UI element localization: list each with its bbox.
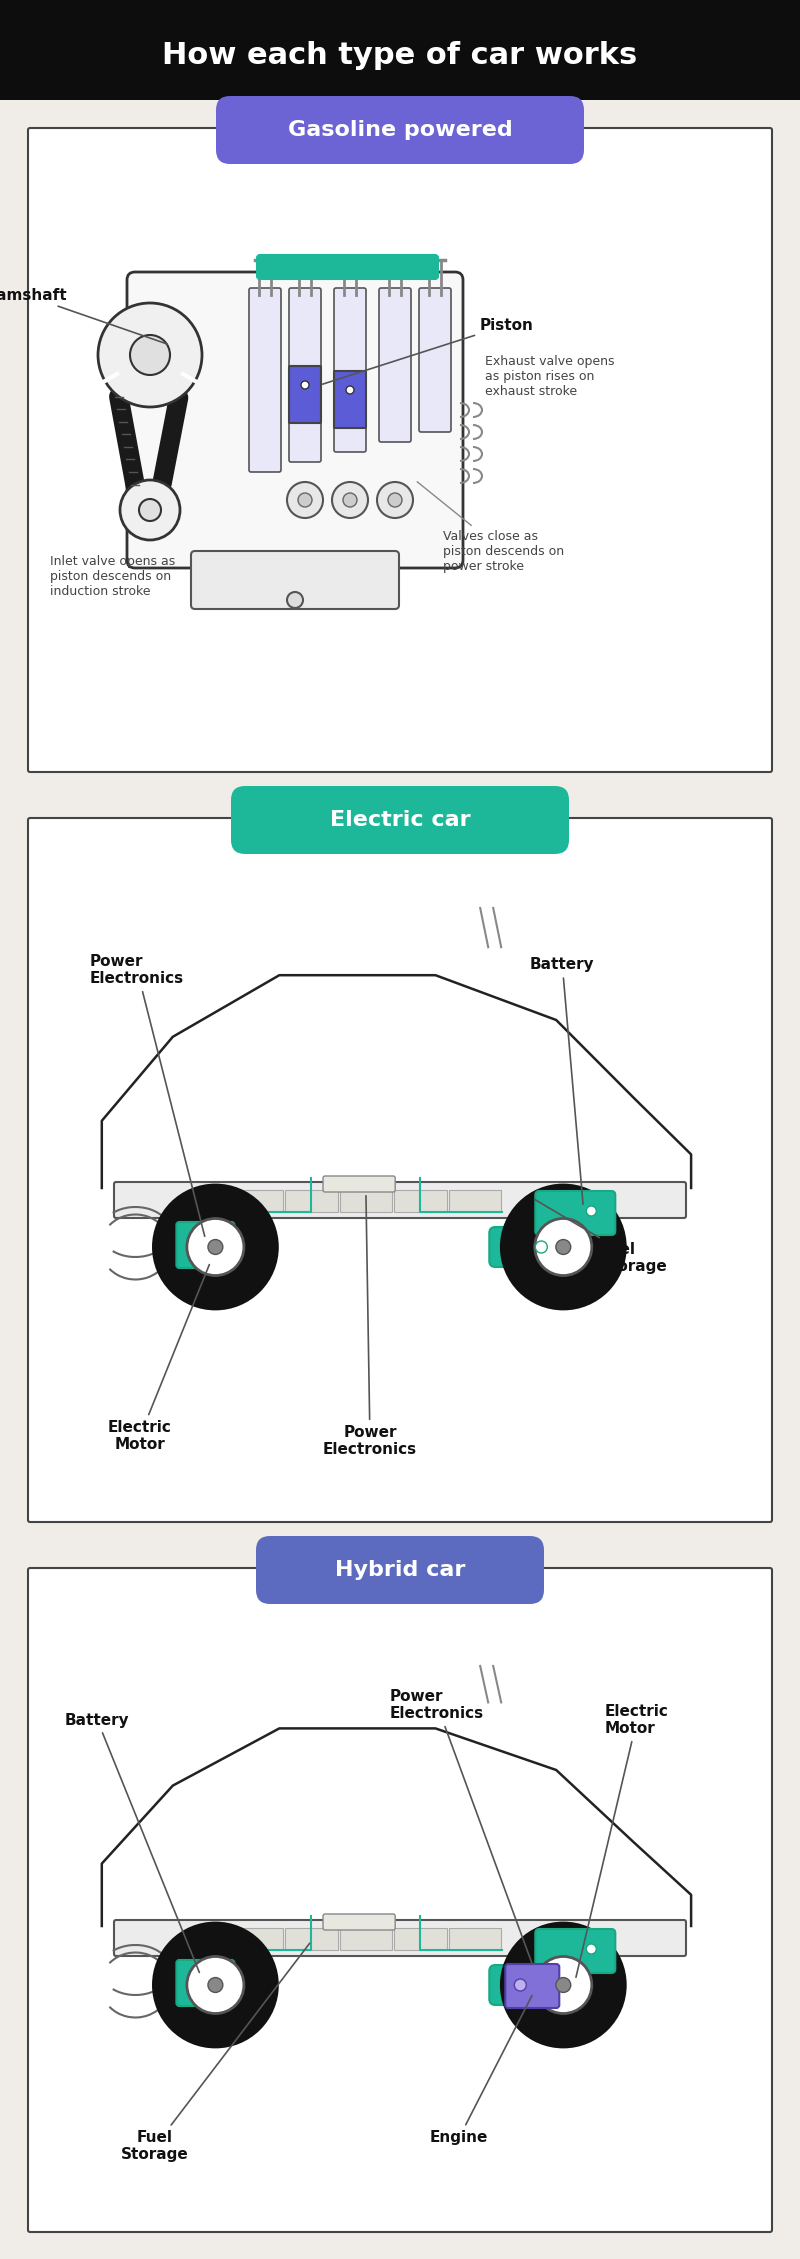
Circle shape (208, 1977, 223, 1992)
Circle shape (301, 382, 309, 389)
Text: Fuel
Storage: Fuel Storage (121, 1943, 310, 2162)
FancyBboxPatch shape (323, 1177, 395, 1193)
Text: Inlet valve opens as
piston descends on
induction stroke: Inlet valve opens as piston descends on … (50, 556, 175, 599)
Circle shape (556, 1240, 570, 1254)
Circle shape (535, 1979, 547, 1990)
FancyBboxPatch shape (419, 287, 451, 431)
Circle shape (130, 334, 170, 375)
Circle shape (514, 1979, 526, 1990)
FancyBboxPatch shape (114, 1920, 686, 1956)
Text: Fuel
Storage: Fuel Storage (534, 1200, 668, 1274)
FancyBboxPatch shape (176, 1961, 234, 2006)
Text: Electric car: Electric car (330, 811, 470, 829)
Text: Battery: Battery (530, 958, 594, 1204)
FancyBboxPatch shape (449, 1190, 502, 1213)
FancyBboxPatch shape (535, 1929, 615, 1972)
FancyBboxPatch shape (127, 271, 463, 567)
FancyBboxPatch shape (0, 99, 800, 2259)
FancyBboxPatch shape (506, 1963, 559, 2008)
FancyBboxPatch shape (28, 1568, 772, 2232)
FancyBboxPatch shape (230, 1927, 283, 1950)
Circle shape (120, 479, 180, 540)
Text: Exhaust valve opens
as piston rises on
exhaust stroke: Exhaust valve opens as piston rises on e… (485, 355, 614, 398)
Circle shape (139, 499, 161, 522)
Text: Engine: Engine (430, 1995, 532, 2146)
FancyBboxPatch shape (323, 1913, 395, 1929)
Circle shape (287, 592, 303, 608)
FancyBboxPatch shape (334, 287, 366, 452)
FancyBboxPatch shape (231, 786, 569, 854)
FancyBboxPatch shape (334, 370, 366, 427)
Circle shape (586, 1206, 596, 1215)
FancyBboxPatch shape (490, 1965, 583, 2006)
Circle shape (502, 1186, 626, 1308)
Text: Gasoline powered: Gasoline powered (288, 120, 512, 140)
FancyBboxPatch shape (490, 1227, 583, 1267)
Text: Piston: Piston (322, 319, 534, 384)
Circle shape (388, 492, 402, 506)
Text: Electric
Motor: Electric Motor (108, 1265, 210, 1453)
Text: Hybrid car: Hybrid car (335, 1561, 465, 1579)
Circle shape (287, 481, 323, 517)
Text: Electric
Motor: Electric Motor (576, 1703, 669, 1977)
Text: Power
Electronics: Power Electronics (323, 1195, 417, 1457)
FancyBboxPatch shape (176, 1222, 234, 1267)
Text: Battery: Battery (65, 1712, 199, 1972)
Circle shape (343, 492, 357, 506)
FancyBboxPatch shape (28, 818, 772, 1523)
Circle shape (502, 1922, 626, 2047)
FancyBboxPatch shape (28, 129, 772, 773)
FancyBboxPatch shape (289, 366, 321, 422)
FancyBboxPatch shape (340, 1190, 392, 1213)
FancyBboxPatch shape (285, 1190, 338, 1213)
Text: Valves close as
piston descends on
power stroke: Valves close as piston descends on power… (417, 481, 564, 574)
Circle shape (154, 1186, 278, 1308)
FancyBboxPatch shape (379, 287, 411, 443)
Circle shape (332, 481, 368, 517)
Circle shape (154, 1922, 278, 2047)
FancyBboxPatch shape (394, 1927, 446, 1950)
FancyBboxPatch shape (289, 287, 321, 463)
Circle shape (298, 492, 312, 506)
Text: Camshaft: Camshaft (0, 287, 167, 343)
FancyBboxPatch shape (449, 1927, 502, 1950)
FancyBboxPatch shape (191, 551, 399, 610)
Circle shape (187, 1956, 244, 2013)
Circle shape (208, 1240, 223, 1254)
Circle shape (346, 386, 354, 393)
FancyBboxPatch shape (394, 1190, 446, 1213)
FancyBboxPatch shape (230, 1190, 283, 1213)
Circle shape (98, 303, 202, 407)
Circle shape (586, 1945, 596, 1954)
Text: Power
Electronics: Power Electronics (390, 1690, 532, 1965)
Text: Power
Electronics: Power Electronics (90, 953, 205, 1236)
FancyBboxPatch shape (285, 1927, 338, 1950)
FancyBboxPatch shape (257, 255, 438, 280)
FancyBboxPatch shape (216, 95, 584, 165)
Circle shape (534, 1218, 592, 1276)
Circle shape (534, 1956, 592, 2013)
FancyBboxPatch shape (114, 1181, 686, 1218)
Text: How each type of car works: How each type of car works (162, 41, 638, 70)
FancyBboxPatch shape (249, 287, 281, 472)
Circle shape (535, 1240, 547, 1254)
FancyBboxPatch shape (0, 0, 800, 99)
FancyBboxPatch shape (256, 1536, 544, 1604)
FancyBboxPatch shape (340, 1927, 392, 1950)
Circle shape (556, 1977, 570, 1992)
FancyBboxPatch shape (535, 1190, 615, 1236)
Circle shape (187, 1218, 244, 1276)
Circle shape (377, 481, 413, 517)
